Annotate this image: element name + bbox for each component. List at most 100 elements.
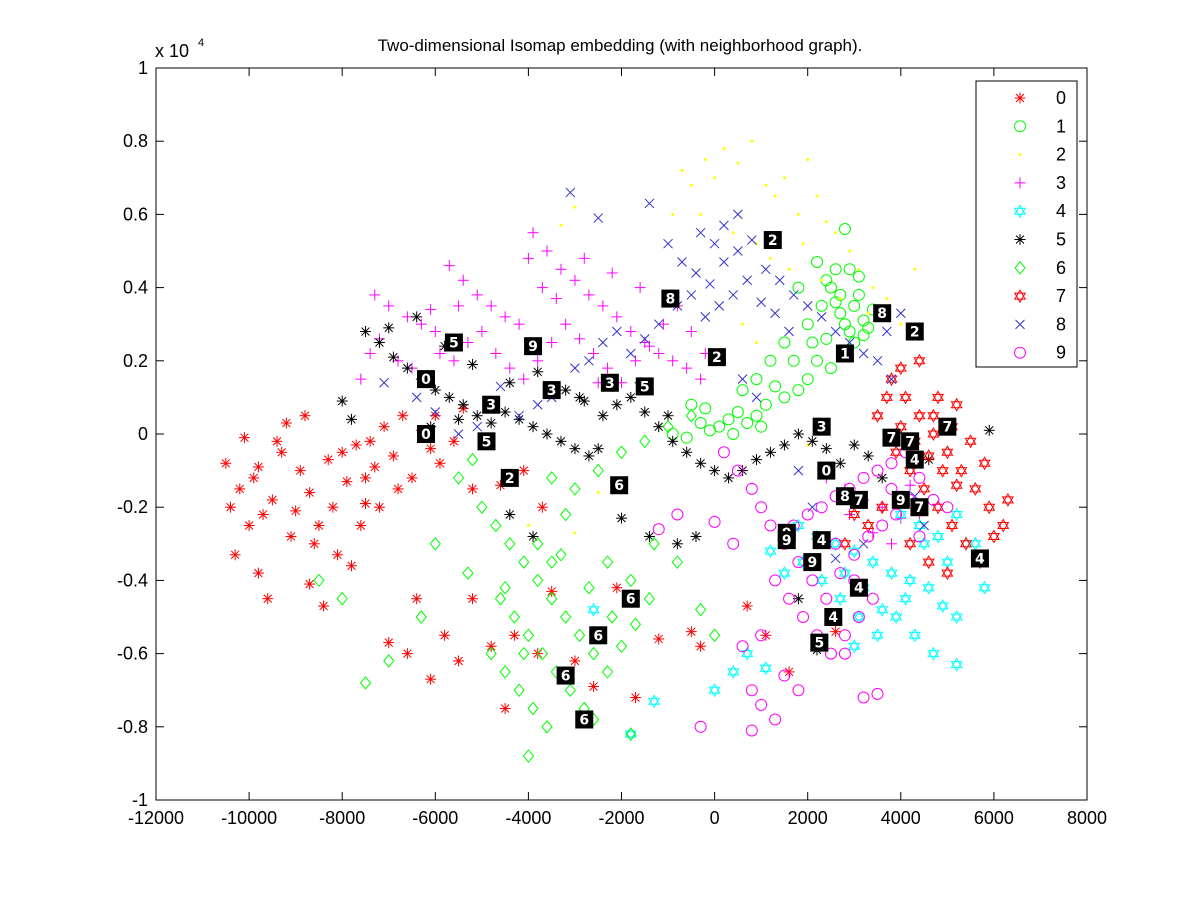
point-series-8 (742, 275, 753, 286)
point-series-7 (955, 463, 968, 478)
point-series-2 (871, 286, 875, 290)
point-series-0 (536, 501, 548, 513)
point-series-2 (671, 212, 675, 216)
point-series-1 (811, 255, 824, 268)
point-series-9 (857, 691, 870, 704)
point-series-5 (560, 384, 572, 396)
point-series-1 (843, 325, 856, 338)
point-series-5 (527, 421, 539, 433)
scatter-points (220, 139, 1014, 763)
point-series-5 (383, 322, 395, 334)
point-series-3 (588, 347, 600, 359)
point-series-5 (569, 443, 581, 455)
point-series-3 (504, 362, 516, 374)
point-series-8 (788, 290, 799, 300)
point-series-8 (802, 301, 813, 311)
point-series-8 (719, 220, 729, 231)
point-series-3 (667, 355, 679, 367)
point-series-2 (680, 168, 684, 172)
digit-thumbnail: 3 (812, 417, 831, 436)
point-series-8 (760, 264, 771, 275)
digit-thumbnail-label: 7 (854, 493, 864, 509)
point-series-5 (578, 395, 590, 407)
point-series-1 (731, 406, 744, 419)
point-series-6 (546, 555, 558, 569)
digit-thumbnail-label: 9 (807, 555, 817, 571)
point-series-0 (364, 435, 376, 447)
point-series-3 (364, 347, 376, 359)
point-series-9 (694, 720, 707, 733)
point-series-0 (341, 476, 353, 488)
point-series-5 (485, 417, 497, 429)
legend-label: 5 (1056, 230, 1066, 250)
point-series-1 (755, 420, 768, 433)
point-series-6 (573, 628, 586, 643)
point-series-6 (615, 639, 628, 654)
digit-thumbnail: 6 (575, 710, 594, 729)
x-tick-label: 2000 (788, 808, 828, 828)
y-tick-label: -0.8 (117, 717, 148, 737)
point-series-4 (848, 639, 861, 654)
point-series-1 (759, 398, 772, 411)
legend-label: 6 (1056, 258, 1066, 278)
legend-entry-2: 2 (1018, 145, 1066, 165)
digit-thumbnail: 4 (970, 549, 989, 568)
point-series-4 (834, 591, 847, 606)
point-series-5 (443, 391, 455, 403)
legend-marker-9 (1014, 346, 1026, 359)
point-series-2 (857, 267, 861, 271)
point-series-2 (722, 147, 726, 151)
point-series-8 (411, 392, 422, 403)
point-series-6 (359, 676, 372, 690)
point-series-7 (945, 518, 959, 533)
point-series-8 (532, 399, 543, 410)
point-series-6 (452, 471, 465, 485)
point-series-8 (830, 553, 841, 564)
point-series-0 (257, 509, 269, 521)
point-series-6 (527, 701, 539, 716)
point-series-4 (927, 646, 940, 661)
point-series-5 (616, 512, 627, 524)
point-series-3 (415, 318, 427, 330)
legend-entry-8: 8 (1015, 314, 1066, 334)
point-series-5 (695, 457, 707, 469)
digit-thumbnail-label: 4 (854, 581, 864, 597)
point-series-3 (546, 337, 558, 348)
point-series-3 (434, 347, 446, 359)
point-series-4 (708, 683, 721, 698)
point-series-0 (760, 629, 772, 641)
series-3 (355, 227, 925, 550)
point-series-5 (387, 351, 399, 363)
point-series-6 (518, 555, 530, 569)
digit-thumbnail-label: 8 (666, 292, 676, 308)
digit-thumbnail: 6 (621, 589, 640, 608)
digit-thumbnail-label: 0 (421, 427, 431, 443)
y-tick-label: -0.6 (117, 644, 148, 664)
point-series-8 (919, 520, 929, 531)
point-series-3 (643, 340, 655, 352)
point-series-9 (857, 471, 870, 484)
point-series-1 (843, 263, 856, 276)
y-exponent-power: 4 (198, 37, 204, 49)
point-series-0 (266, 494, 278, 506)
digit-thumbnail-label: 4 (975, 551, 985, 567)
digit-thumbnail: 0 (416, 425, 435, 443)
point-series-4 (950, 610, 963, 624)
point-series-1 (848, 336, 861, 349)
point-series-3 (355, 373, 367, 385)
legend-entry-1: 1 (1014, 116, 1066, 136)
point-series-5 (583, 450, 595, 462)
digit-thumbnail-label: 3 (486, 398, 496, 414)
point-series-9 (806, 574, 819, 587)
digit-thumbnail-label: 0 (421, 372, 431, 388)
point-series-4 (624, 727, 637, 742)
point-series-8 (430, 407, 441, 417)
point-series-4 (899, 591, 912, 606)
point-series-9 (755, 698, 768, 711)
point-series-3 (429, 326, 441, 338)
point-series-8 (895, 308, 906, 319)
point-series-5 (723, 472, 735, 484)
point-series-3 (560, 318, 572, 330)
point-series-6 (555, 547, 567, 562)
point-series-1 (862, 321, 875, 334)
